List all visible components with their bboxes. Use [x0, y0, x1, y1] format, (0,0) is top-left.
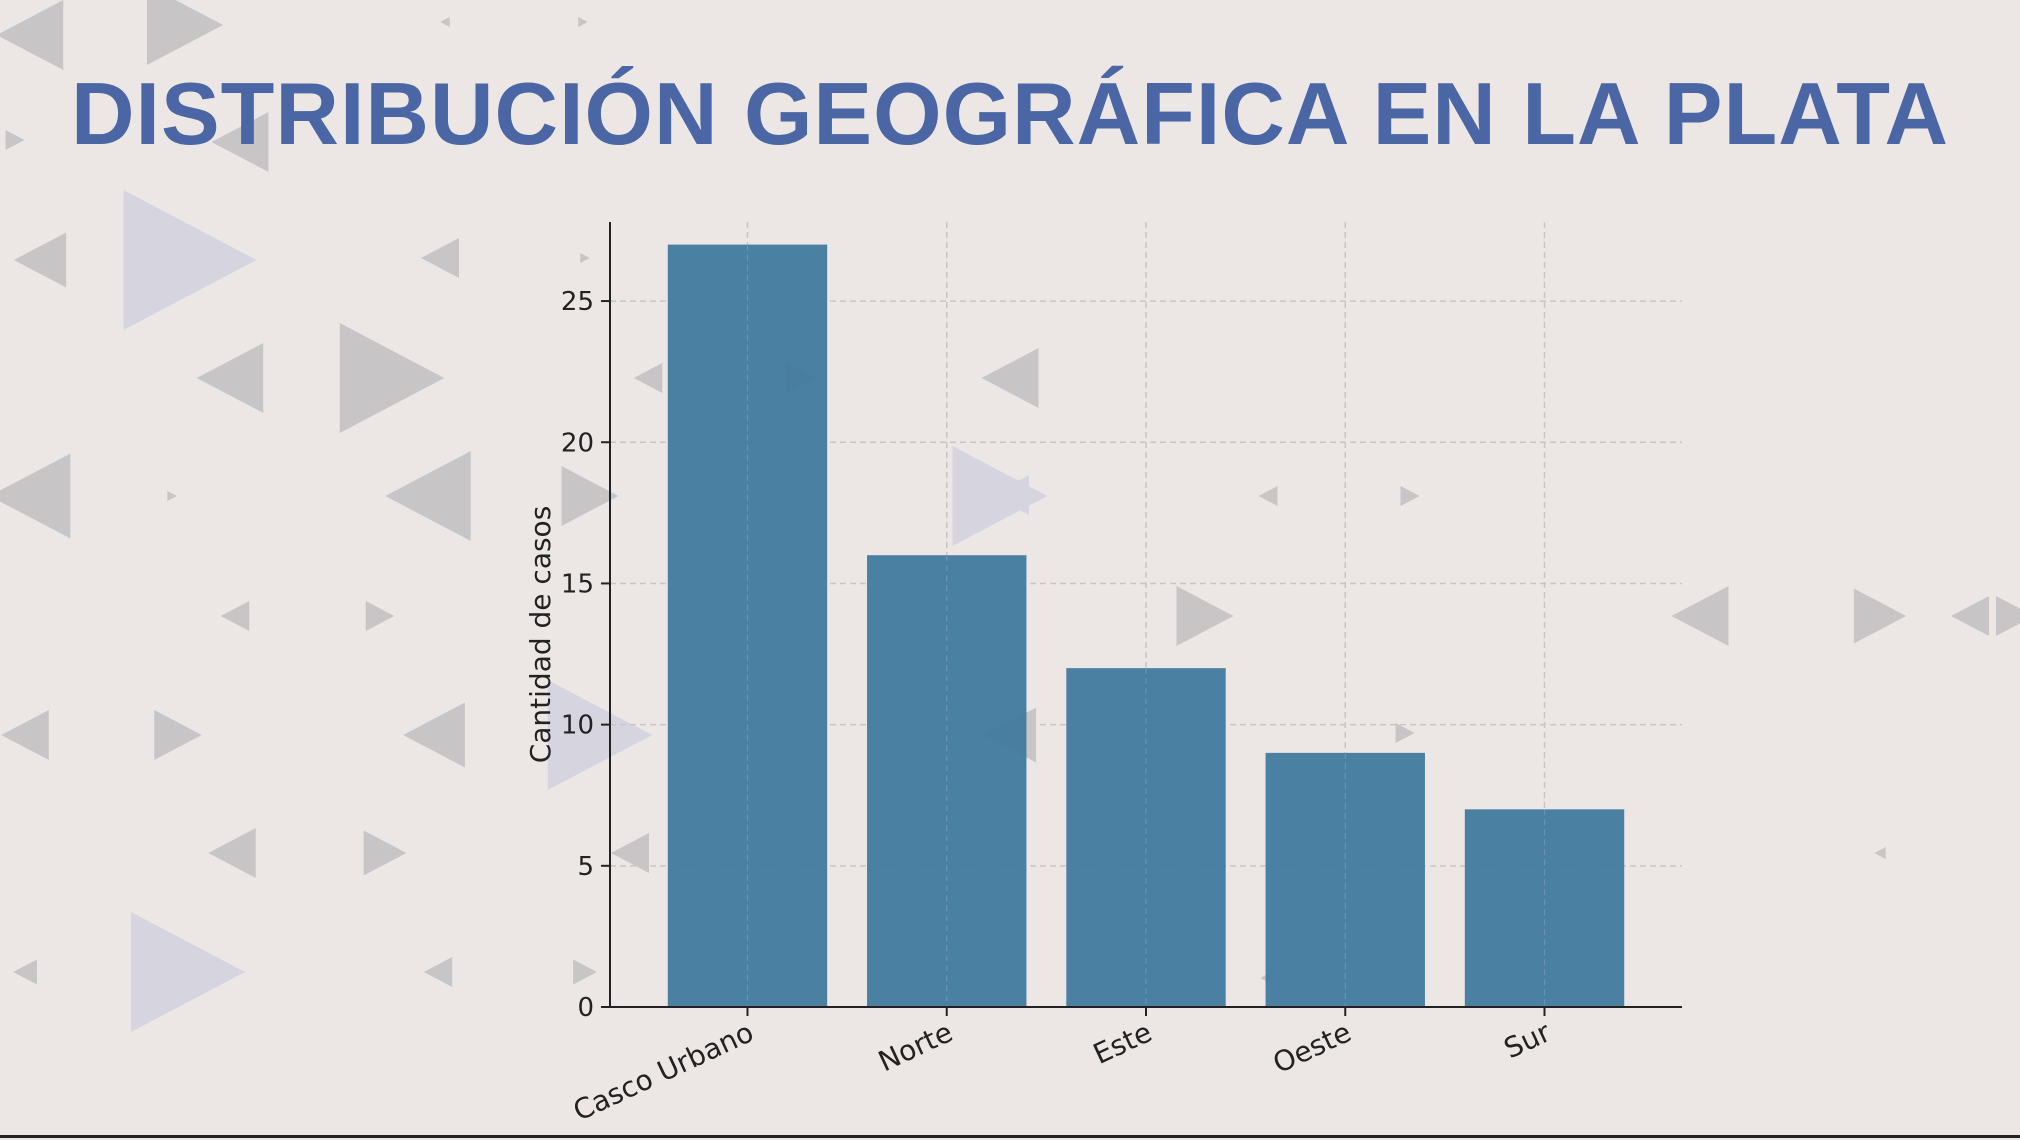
decor-triangle	[220, 601, 250, 631]
decor-triangle	[154, 710, 202, 760]
decor-triangle	[147, 0, 223, 65]
decor-triangle	[339, 323, 445, 433]
decor-triangle	[131, 912, 245, 1032]
decor-triangle	[363, 830, 407, 876]
decor-triangle	[13, 232, 67, 288]
decor-triangle	[1176, 586, 1234, 646]
decor-triangle	[123, 190, 257, 330]
decor-triangle	[0, 0, 64, 70]
decor-triangle	[611, 833, 649, 873]
slide-title: DISTRIBUCIÓN GEOGRÁFICA EN LA PLATA	[70, 64, 1950, 163]
decor-triangle	[423, 957, 453, 987]
x-tick-label: Sur	[1499, 1015, 1556, 1065]
y-axis-label: Cantidad de casos	[524, 506, 557, 764]
decor-triangle	[561, 466, 619, 526]
bar-oeste	[1265, 752, 1425, 1007]
decor-triangle	[211, 112, 269, 172]
y-tick-label: 20	[561, 428, 594, 458]
decor-triangle	[196, 343, 264, 413]
x-tick-label: Oeste	[1268, 1015, 1356, 1080]
decor-triangle	[547, 680, 653, 790]
bar-sur	[1464, 809, 1625, 1007]
decor-triangle	[167, 491, 177, 501]
decor-triangle	[952, 446, 1048, 546]
decor-triangle	[13, 959, 37, 985]
y-tick-label: 0	[577, 993, 594, 1023]
x-tick-label: Este	[1088, 1015, 1157, 1070]
decor-triangle	[578, 17, 588, 27]
decor-triangle	[1996, 596, 2020, 636]
bottom-rule	[0, 1135, 2020, 1138]
x-tick-label: Norte	[873, 1015, 957, 1078]
x-tick-label: Casco Urbano	[568, 1015, 758, 1127]
decor-triangle	[385, 451, 471, 541]
y-tick-label: 15	[561, 569, 594, 599]
decor-triangle	[1671, 586, 1729, 646]
decor-triangle	[1853, 588, 1907, 644]
decor-triangle	[1400, 486, 1420, 506]
decor-triangle	[633, 363, 663, 393]
decor-triangle	[403, 702, 465, 768]
decor-triangle	[440, 17, 450, 27]
y-tick-label: 25	[561, 287, 594, 317]
decor-triangle	[1, 710, 49, 760]
decor-triangle	[208, 828, 256, 878]
decor-triangle	[421, 238, 459, 278]
bars	[667, 244, 1625, 1007]
decor-triangle	[5, 130, 25, 150]
y-tick-label: 10	[561, 711, 594, 741]
y-tick-label: 5	[577, 852, 594, 882]
decor-triangle	[0, 453, 71, 539]
decor-triangle	[580, 253, 590, 263]
decor-triangle	[573, 959, 597, 985]
decor-triangle	[981, 348, 1039, 408]
decor-triangle	[1258, 486, 1278, 506]
decor-triangle	[1395, 723, 1415, 743]
decor-triangle	[1874, 847, 1886, 859]
decor-triangle	[365, 601, 395, 631]
decor-triangle	[1951, 596, 1989, 636]
